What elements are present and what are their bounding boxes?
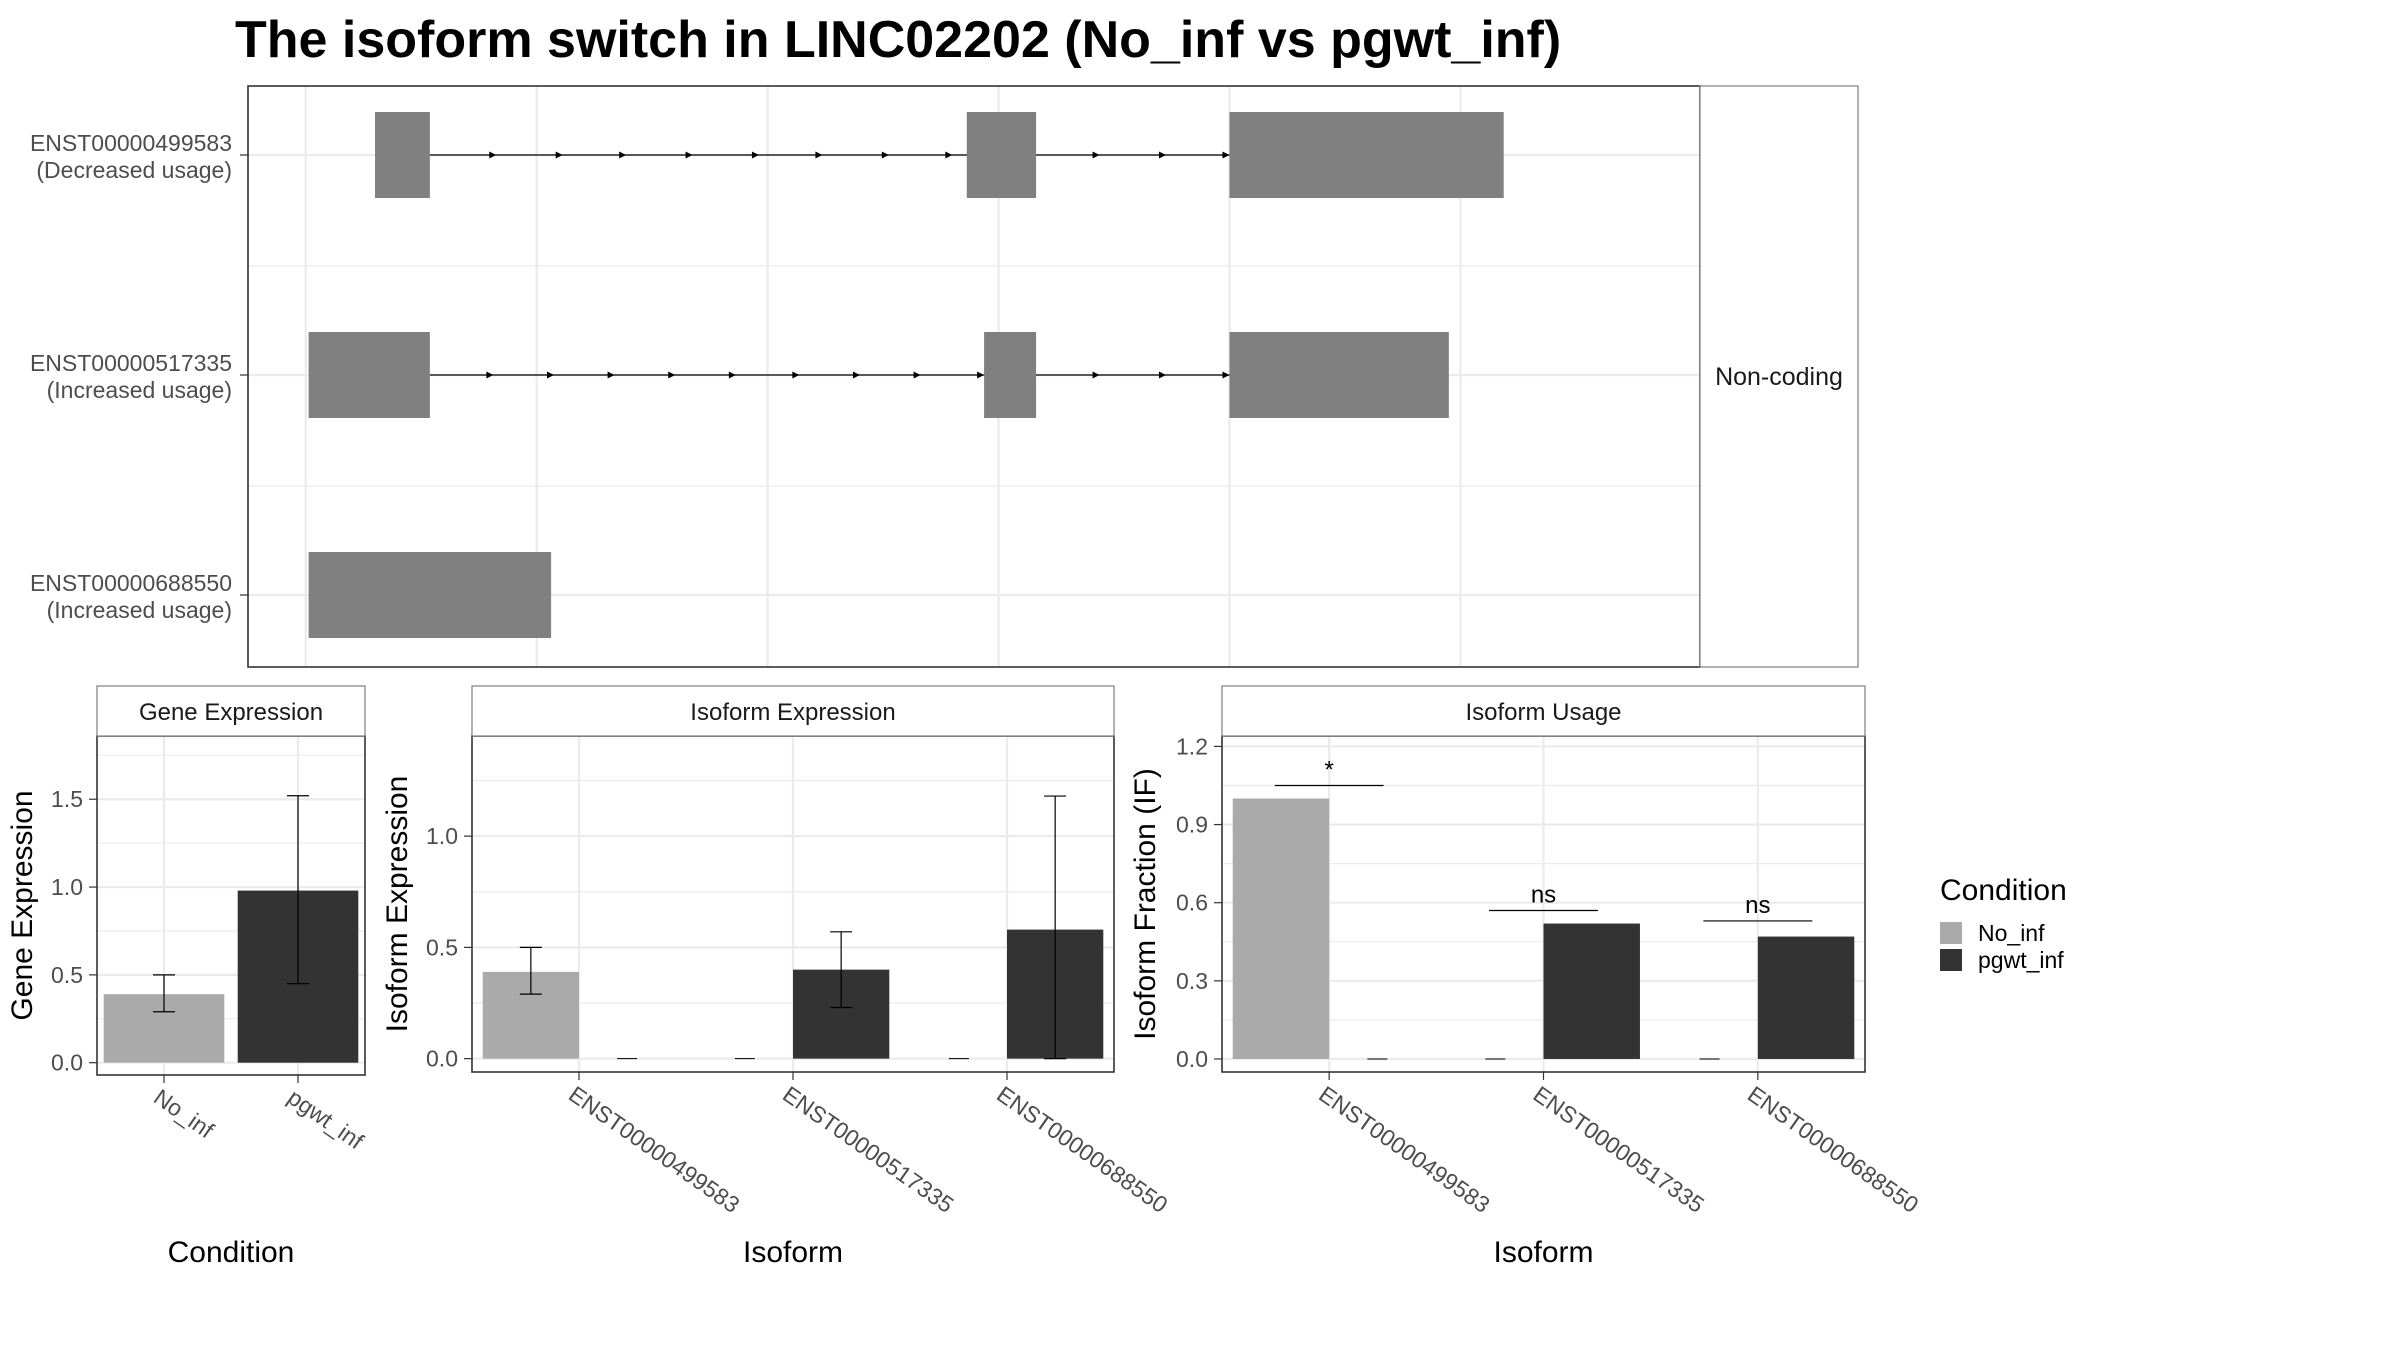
isoform-name-label: ENST00000499583: [30, 130, 232, 156]
y-tick-label: 0.6: [1176, 890, 1208, 916]
isoform-name-label: ENST00000688550: [30, 570, 232, 596]
strip-title: Gene Expression: [139, 699, 323, 726]
gene-expression-panel: Gene Expression 0.0 0.5 1.0 1.5 No_inf pgwt_in…: [6, 685, 369, 1269]
intron-arrowhead: [945, 151, 953, 159]
x-tick-label: ENST00000517335: [1529, 1081, 1709, 1218]
intron-arrowhead: [1222, 151, 1230, 159]
significance-label: ns: [1745, 892, 1770, 919]
legend-swatch: [1940, 949, 1962, 971]
intron-arrowhead: [913, 371, 921, 379]
strip-title: Isoform Usage: [1465, 699, 1621, 726]
facet-strip: [1699, 85, 1859, 668]
intron-arrowhead: [607, 371, 615, 379]
isoform-expression-panel: Isoform Expression 0.0 0.5 1.0 ENST000004995…: [381, 685, 1173, 1269]
y-axis-title: Isoform Fraction (IF): [1129, 768, 1162, 1040]
strip: [1221, 685, 1866, 737]
x-axis-title: Isoform: [1493, 1236, 1593, 1269]
intron-arrowhead: [852, 371, 860, 379]
facet-strip-label: Non-coding: [1715, 363, 1843, 391]
intron-arrowhead: [751, 151, 759, 159]
x-tick-label: pgwt_inf: [283, 1084, 369, 1155]
strip: [471, 685, 1115, 737]
intron-arrowhead: [1092, 151, 1100, 159]
intron-arrowhead: [728, 371, 736, 379]
y-tick-label: 1.2: [1176, 733, 1208, 759]
intron-arrowhead: [489, 151, 497, 159]
significance-label: ns: [1531, 882, 1556, 909]
y-tick-label: 1.5: [51, 786, 83, 812]
exon-block: [984, 332, 1037, 418]
x-tick-label: ENST00000688550: [1743, 1081, 1923, 1218]
intron-arrowhead: [1158, 371, 1166, 379]
exon-block: [308, 332, 430, 418]
intron-arrowhead: [1158, 151, 1166, 159]
legend-swatch: [1940, 922, 1962, 944]
exon-block: [966, 112, 1037, 198]
x-axis-title: Isoform: [743, 1236, 843, 1269]
exon-block: [375, 112, 430, 198]
x-tick-label: ENST00000517335: [778, 1081, 958, 1218]
intron-arrowhead: [668, 371, 676, 379]
y-axis-title: Gene Expression: [6, 790, 39, 1020]
y-tick-label: 0.5: [51, 962, 83, 988]
intron-arrowhead: [555, 151, 563, 159]
exon-block: [1229, 112, 1504, 198]
legend-entry-label: No_inf: [1978, 920, 2045, 946]
legend-entry-label: pgwt_inf: [1978, 947, 2064, 973]
bar: [1232, 798, 1330, 1059]
isoform-usage-label: (Decreased usage): [36, 157, 232, 183]
x-tick-label: ENST00000688550: [992, 1081, 1172, 1218]
intron-arrowhead: [792, 371, 800, 379]
figure-title: The isoform switch in LINC02202 (No_inf …: [235, 11, 1561, 69]
bar: [1757, 936, 1855, 1059]
intron-arrowhead: [1222, 371, 1230, 379]
exon-block: [1229, 332, 1449, 418]
y-tick-label: 0.0: [1176, 1046, 1208, 1072]
x-axis-title: Condition: [168, 1236, 295, 1269]
y-tick-label: 0.9: [1176, 812, 1208, 838]
x-tick-label: ENST00000499583: [1314, 1081, 1494, 1218]
y-tick-label: 0.0: [51, 1050, 83, 1076]
isoform-usage-label: (Increased usage): [47, 377, 232, 403]
strip: [96, 685, 366, 737]
intron-arrowhead: [977, 371, 985, 379]
isoform-usage-panel: * ns ns Isoform Usage 0.0 0.3 0.6 0.9 1.2 ENST000…: [1129, 685, 1923, 1269]
y-tick-label: 1.0: [51, 874, 83, 900]
y-axis-title: Isoform Expression: [381, 776, 414, 1033]
x-tick-label: No_inf: [149, 1084, 219, 1144]
y-tick-label: 0.0: [426, 1046, 458, 1072]
y-tick-label: 1.0: [426, 823, 458, 849]
significance-label: *: [1324, 756, 1333, 783]
intron-arrowhead: [881, 151, 889, 159]
structure-panel: ENST00000499583(Decreased usage) ENST0000…: [30, 85, 1859, 668]
y-tick-label: 0.3: [1176, 968, 1208, 994]
intron-arrowhead: [815, 151, 823, 159]
isoform-usage-label: (Increased usage): [47, 597, 232, 623]
intron-arrowhead: [546, 371, 554, 379]
intron-arrowhead: [1092, 371, 1100, 379]
x-tick-label: ENST00000499583: [564, 1081, 744, 1218]
strip-title: Isoform Expression: [690, 699, 895, 726]
y-tick-label: 0.5: [426, 934, 458, 960]
isoform-name-label: ENST00000517335: [30, 350, 232, 376]
intron-arrowhead: [619, 151, 627, 159]
intron-arrowhead: [685, 151, 693, 159]
legend-title: Condition: [1940, 874, 2067, 907]
exon-block: [308, 552, 552, 638]
bar: [1543, 923, 1640, 1059]
intron-arrowhead: [486, 371, 494, 379]
